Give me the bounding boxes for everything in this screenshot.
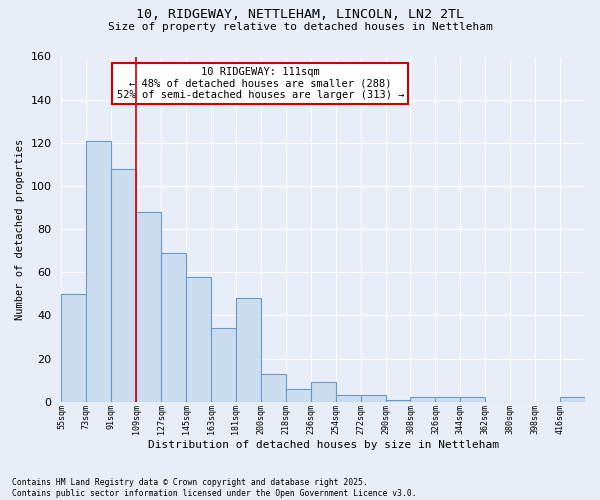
Bar: [286, 388, 311, 402]
Bar: [460, 398, 485, 402]
Bar: [236, 298, 261, 402]
Bar: [386, 400, 410, 402]
Bar: [436, 398, 460, 402]
Y-axis label: Number of detached properties: Number of detached properties: [15, 138, 25, 320]
Bar: [161, 253, 186, 402]
Bar: [86, 140, 111, 402]
Text: 10, RIDGEWAY, NETTLEHAM, LINCOLN, LN2 2TL: 10, RIDGEWAY, NETTLEHAM, LINCOLN, LN2 2T…: [136, 8, 464, 20]
Bar: [211, 328, 236, 402]
Text: Size of property relative to detached houses in Nettleham: Size of property relative to detached ho…: [107, 22, 493, 32]
Bar: [111, 168, 136, 402]
X-axis label: Distribution of detached houses by size in Nettleham: Distribution of detached houses by size …: [148, 440, 499, 450]
Bar: [335, 395, 361, 402]
Bar: [560, 398, 585, 402]
Bar: [186, 276, 211, 402]
Bar: [311, 382, 335, 402]
Bar: [261, 374, 286, 402]
Bar: [361, 395, 386, 402]
Bar: [410, 398, 436, 402]
Text: 10 RIDGEWAY: 111sqm
← 48% of detached houses are smaller (288)
52% of semi-detac: 10 RIDGEWAY: 111sqm ← 48% of detached ho…: [116, 67, 404, 100]
Text: Contains HM Land Registry data © Crown copyright and database right 2025.
Contai: Contains HM Land Registry data © Crown c…: [12, 478, 416, 498]
Bar: [136, 212, 161, 402]
Bar: [61, 294, 86, 402]
